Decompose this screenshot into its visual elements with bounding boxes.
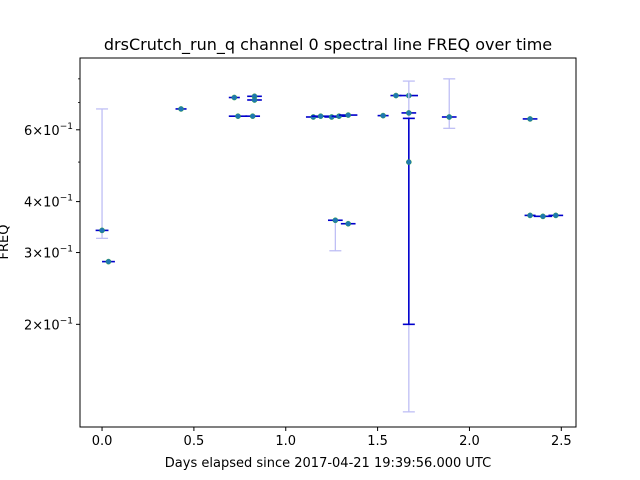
plot-frame xyxy=(79,57,577,428)
y-tick-label: 3×10−1 xyxy=(24,245,73,262)
x-tick-label: 1.0 xyxy=(275,434,296,449)
x-tick-label: 2.0 xyxy=(459,434,480,449)
data-point xyxy=(345,220,352,227)
data-point xyxy=(446,114,453,120)
y-tick-label: 4×10−1 xyxy=(24,194,73,211)
y-tick-label: 6×10−1 xyxy=(24,122,73,139)
data-point xyxy=(380,112,386,119)
data-point xyxy=(393,92,399,99)
data-point xyxy=(310,114,317,120)
data-point xyxy=(317,113,324,119)
data-point xyxy=(99,227,105,234)
data-point xyxy=(328,114,335,120)
data-point xyxy=(552,212,559,219)
data-point xyxy=(251,97,258,103)
x-axis-title: Days elapsed since 2017-04-21 19:39:56.0… xyxy=(165,456,491,471)
x-tick-label: 1.5 xyxy=(367,434,388,449)
data-point xyxy=(540,213,546,220)
data-point xyxy=(406,110,412,116)
x-tick-label: 0.0 xyxy=(92,434,113,449)
data-point xyxy=(332,217,339,224)
data-point xyxy=(249,113,256,119)
chart-title: drsCrutch_run_q channel 0 spectral line … xyxy=(104,35,552,55)
data-point xyxy=(527,116,533,122)
data-point xyxy=(178,106,184,112)
y-tick-label: 2×10−1 xyxy=(24,316,73,333)
y-axis-title: FREQ xyxy=(0,225,12,260)
data-point xyxy=(105,258,112,265)
data-point xyxy=(235,113,241,119)
x-axis: 0.0 0.5 1.0 1.5 2.0 2.5 xyxy=(92,427,572,449)
data-point xyxy=(406,159,412,165)
plot-area xyxy=(95,78,564,413)
data-point xyxy=(345,112,352,118)
x-tick-label: 2.5 xyxy=(551,434,572,449)
data-point xyxy=(231,94,238,101)
y-axis: 2×10−1 3×10−1 4×10−1 6×10−1 xyxy=(24,78,80,333)
x-tick-label: 0.5 xyxy=(184,434,205,449)
data-point xyxy=(527,212,533,219)
